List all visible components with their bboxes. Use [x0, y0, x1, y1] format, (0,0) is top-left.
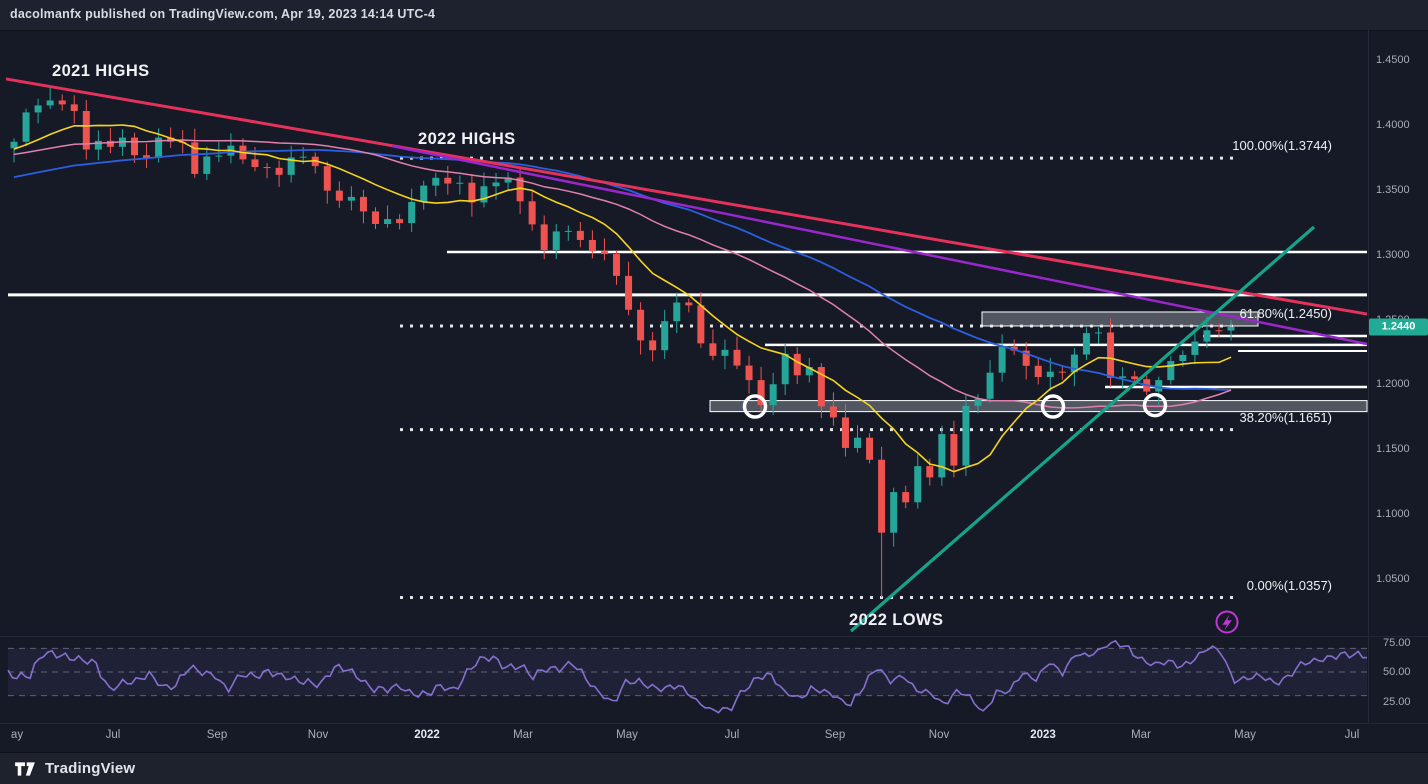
fib-level-label: 0.00%(1.0357)	[1246, 577, 1332, 593]
time-axis-label: May	[616, 729, 638, 741]
tradingview-logo-icon[interactable]	[14, 761, 36, 777]
time-axis-label: Sep	[206, 729, 228, 741]
rsi-axis-label: 75.00	[1383, 636, 1411, 649]
footer-bar: TradingView	[0, 752, 1428, 784]
tradingview-wordmark[interactable]: TradingView	[45, 760, 136, 777]
time-axis-label: Jul	[105, 729, 121, 741]
fib-level-label: 38.20%(1.1651)	[1239, 409, 1332, 425]
touch-circle-marker	[1040, 394, 1066, 419]
touch-circle-marker	[1142, 392, 1168, 418]
ma-mid-line	[13, 139, 1232, 409]
publish-header-bar: dacolmanfx published on TradingView.com,…	[0, 0, 1428, 31]
time-axis-label: 2023	[1030, 729, 1056, 741]
time-axis-label: 2022	[414, 729, 440, 741]
ma-fast-line	[13, 124, 1232, 473]
price-axis-label: 1.3000	[1376, 248, 1410, 261]
fib-level-label: 61.80%(1.2450)	[1239, 305, 1332, 321]
time-axis-label: Jul	[1344, 729, 1360, 741]
rsi-axis-label: 25.00	[1383, 695, 1411, 708]
time-axis-label: Nov	[307, 729, 329, 741]
lightning-idea-icon[interactable]	[1215, 610, 1239, 634]
2021-highs-trendline[interactable]	[5, 77, 1368, 316]
annotation-highs-2021: 2021 HIGHS	[52, 62, 150, 80]
rsi-axis-label: 50.00	[1383, 666, 1411, 678]
time-axis-label: Sep	[824, 729, 846, 741]
fib-level-label: 100.00%(1.3744)	[1232, 138, 1332, 154]
price-axis-label: 1.1000	[1376, 508, 1410, 521]
price-axis-label: 1.2000	[1376, 378, 1410, 391]
price-axis-label: 1.1500	[1376, 443, 1410, 456]
ma-slow-line	[13, 148, 1232, 391]
rsi-band	[8, 648, 1367, 696]
touch-circle-marker	[742, 394, 768, 419]
publish-byline: dacolmanfx published on TradingView.com,…	[10, 7, 436, 21]
price-axis-label: 1.4000	[1376, 118, 1410, 131]
annotation-lows-2022: 2022 LOWS	[849, 611, 944, 629]
time-axis-label: Mar	[513, 729, 533, 741]
pane-separator[interactable]	[0, 636, 1428, 637]
support-band	[709, 400, 1368, 413]
resistance-box	[981, 311, 1259, 327]
price-axis-label: 1.4500	[1376, 54, 1410, 66]
last-price-badge: 1.2440	[1369, 318, 1428, 336]
2022-highs-trendline[interactable]	[391, 144, 1368, 346]
price-axis-label: 1.0500	[1376, 573, 1410, 585]
price-axis-separator	[1368, 30, 1369, 723]
candlestick-series	[10, 87, 1235, 598]
rsi-line	[7, 639, 1368, 714]
time-axis-label: ay	[10, 729, 24, 741]
annotation-highs-2022: 2022 HIGHS	[418, 130, 516, 148]
time-axis-separator	[0, 723, 1428, 724]
time-axis-label: Mar	[1131, 729, 1151, 741]
time-axis-label: May	[1234, 729, 1256, 741]
time-axis-label: Jul	[724, 729, 740, 741]
price-axis-label: 1.3500	[1376, 183, 1410, 196]
2022-lows-trendline[interactable]	[849, 225, 1316, 633]
time-axis-label: Nov	[928, 729, 950, 741]
